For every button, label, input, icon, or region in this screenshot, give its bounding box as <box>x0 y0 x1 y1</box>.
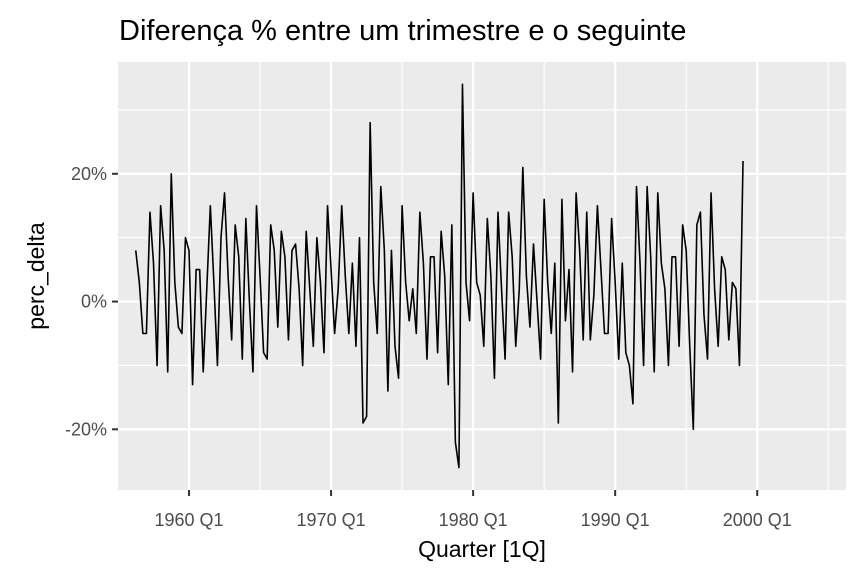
x-tick-label: 1970 Q1 <box>297 510 366 530</box>
y-axis-title: perc_delta <box>23 222 49 330</box>
chart-title: Diferença % entre um trimestre e o segui… <box>119 15 686 47</box>
series-line-perc-delta <box>134 83 744 469</box>
x-tick-label: 1990 Q1 <box>581 510 650 530</box>
y-tick-label: 20% <box>71 164 107 184</box>
x-tick-label: 2000 Q1 <box>723 510 792 530</box>
x-axis: 1960 Q1 1970 Q1 1980 Q1 1990 Q1 2000 Q1 <box>154 490 792 530</box>
y-tick-label: 0% <box>81 292 107 312</box>
x-tick-label: 1960 Q1 <box>154 510 223 530</box>
y-tick-label: -20% <box>65 419 107 439</box>
major-gridlines <box>118 62 846 490</box>
plot-panel <box>118 62 846 490</box>
minor-gridlines <box>118 62 846 490</box>
x-axis-title: Quarter [1Q] <box>418 536 546 562</box>
x-tick-label: 1980 Q1 <box>439 510 508 530</box>
y-axis: -20% 0% 20% <box>65 164 118 439</box>
